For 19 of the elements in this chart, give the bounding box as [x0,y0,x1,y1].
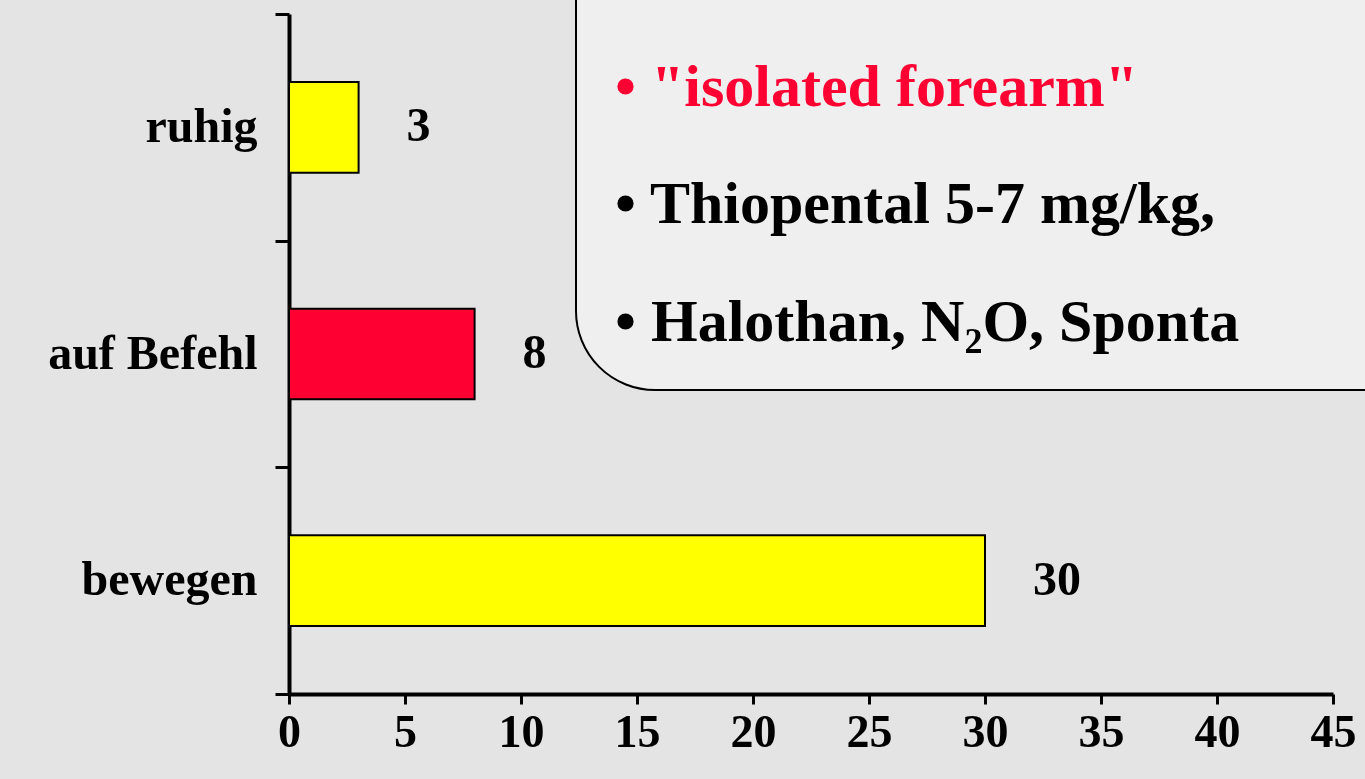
y-tick-label: bewegen [81,552,258,606]
annotation: • Thiopental 5-7 mg/kg, [615,169,1215,238]
data-label: 3 [406,98,431,152]
x-tick-label: 20 [730,705,777,757]
annotation: • "isolated forearm" [615,52,1139,121]
x-tick-label: 0 [278,705,301,757]
x-tick-label: 45 [1310,705,1357,757]
x-tick-label: 25 [846,705,893,757]
y-tick-label: auf Befehl [48,325,258,379]
x-tick-label: 40 [1194,705,1241,757]
x-tick-label: 30 [962,705,1009,757]
x-tick-label: 5 [394,705,417,757]
data-label: 8 [522,325,547,378]
x-tick-label: 35 [1078,705,1125,757]
data-label: 30 [1033,551,1081,605]
x-tick-label: 15 [614,705,661,757]
annotation: • Halothan, N₂O, Sponta [615,287,1240,356]
y-tick-label: ruhig [145,98,258,152]
x-tick-label: 10 [498,705,545,757]
